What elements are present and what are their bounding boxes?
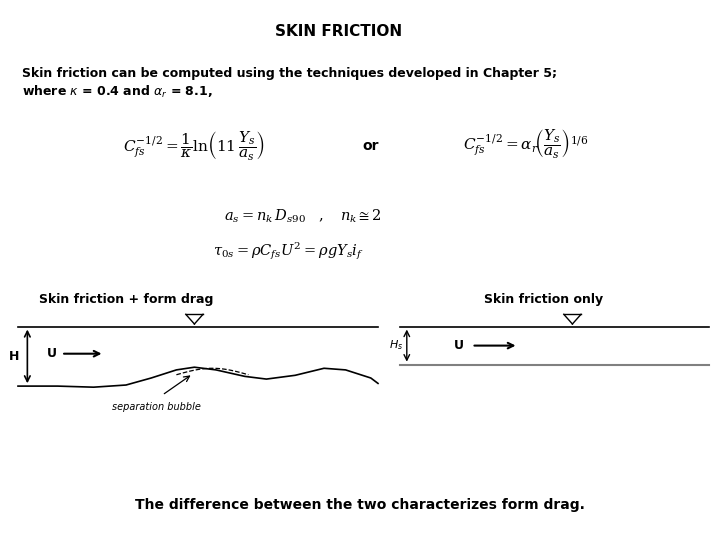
Text: Skin friction only: Skin friction only — [484, 293, 603, 306]
Text: $a_s = n_k\,D_{s90}\quad,\quad n_k \cong 2$: $a_s = n_k\,D_{s90}\quad,\quad n_k \cong… — [224, 207, 381, 225]
Text: U: U — [454, 339, 464, 352]
Text: The difference between the two characterizes form drag.: The difference between the two character… — [135, 498, 585, 512]
Text: $C_{fs}^{-1/2} = \dfrac{1}{\kappa}\ln\!\left(11\,\dfrac{Y_s}{a_s}\right)$: $C_{fs}^{-1/2} = \dfrac{1}{\kappa}\ln\!\… — [123, 129, 266, 163]
Text: separation bubble: separation bubble — [112, 402, 200, 413]
Text: or: or — [363, 139, 379, 153]
Text: where $\kappa$ = 0.4 and $\alpha_r$ = 8.1,: where $\kappa$ = 0.4 and $\alpha_r$ = 8.… — [22, 84, 212, 100]
Text: Skin friction + form drag: Skin friction + form drag — [39, 293, 213, 306]
Text: U: U — [47, 347, 57, 360]
Text: SKIN FRICTION: SKIN FRICTION — [275, 24, 402, 39]
Text: $H_s$: $H_s$ — [389, 339, 403, 353]
Text: $C_{fs}^{-1/2} = \alpha_r\!\left(\dfrac{Y_s}{a_s}\right)^{1/6}$: $C_{fs}^{-1/2} = \alpha_r\!\left(\dfrac{… — [463, 126, 588, 160]
Text: H: H — [9, 350, 19, 363]
Text: Skin friction can be computed using the techniques developed in Chapter 5;: Skin friction can be computed using the … — [22, 68, 557, 80]
Text: $\tau_{0s} = \rho C_{fs} U^2 = \rho g Y_s i_f$: $\tau_{0s} = \rho C_{fs} U^2 = \rho g Y_… — [212, 240, 364, 262]
